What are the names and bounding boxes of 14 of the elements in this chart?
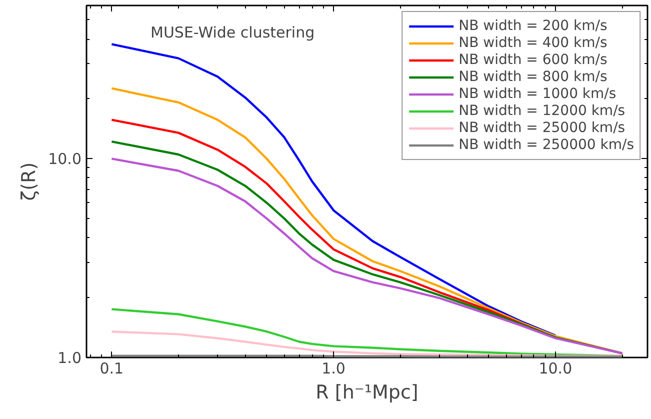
legend-label: NB width = 250000 km/s	[458, 137, 634, 153]
x-axis-title: R [h⁻¹Mpc]	[316, 382, 418, 404]
legend-label: NB width = 1000 km/s	[458, 86, 616, 102]
legend-label: NB width = 12000 km/s	[458, 103, 626, 119]
annotation: MUSE-Wide clustering	[150, 24, 315, 42]
legend-label: NB width = 200 km/s	[458, 18, 608, 34]
x-tick-label: 10.0	[538, 360, 572, 378]
legend-label: NB width = 25000 km/s	[458, 120, 626, 136]
y-axis-title: ζ(R)	[18, 162, 40, 201]
legend-label: NB width = 400 km/s	[458, 35, 608, 51]
x-tick-label: 0.1	[100, 360, 124, 378]
legend-label: NB width = 800 km/s	[458, 69, 608, 85]
x-tick-label: 1.0	[322, 360, 346, 378]
legend-label: NB width = 600 km/s	[458, 52, 608, 68]
